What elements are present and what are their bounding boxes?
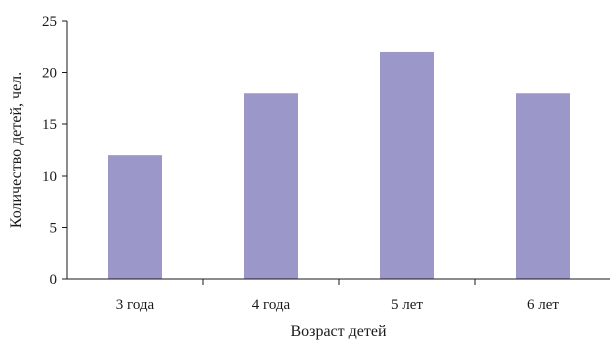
x-axis-ticks <box>202 279 476 285</box>
y-axis-ticks: 0 5 10 15 20 25 <box>42 14 67 288</box>
y-tick-label: 20 <box>42 66 57 82</box>
x-tick-label: 6 лет <box>527 297 559 313</box>
bar <box>516 93 570 280</box>
y-tick-label: 10 <box>42 169 57 185</box>
y-axis-title: Количество детей, чел. <box>8 72 25 228</box>
y-tick-label: 5 <box>50 220 58 236</box>
y-tick-label: 25 <box>42 14 57 30</box>
bar <box>380 51 434 280</box>
y-tick-label: 0 <box>50 272 58 288</box>
y-tick-label: 15 <box>42 117 57 133</box>
bar <box>244 93 298 280</box>
x-tick-label: 4 года <box>252 297 291 313</box>
x-tick-label: 5 лет <box>391 297 423 313</box>
bar <box>108 155 162 279</box>
x-axis-title: Возраст детей <box>290 323 387 340</box>
bars <box>108 51 570 280</box>
x-tick-labels: 3 года 4 года 5 лет 6 лет <box>116 297 560 313</box>
x-tick-label: 3 года <box>116 297 155 313</box>
